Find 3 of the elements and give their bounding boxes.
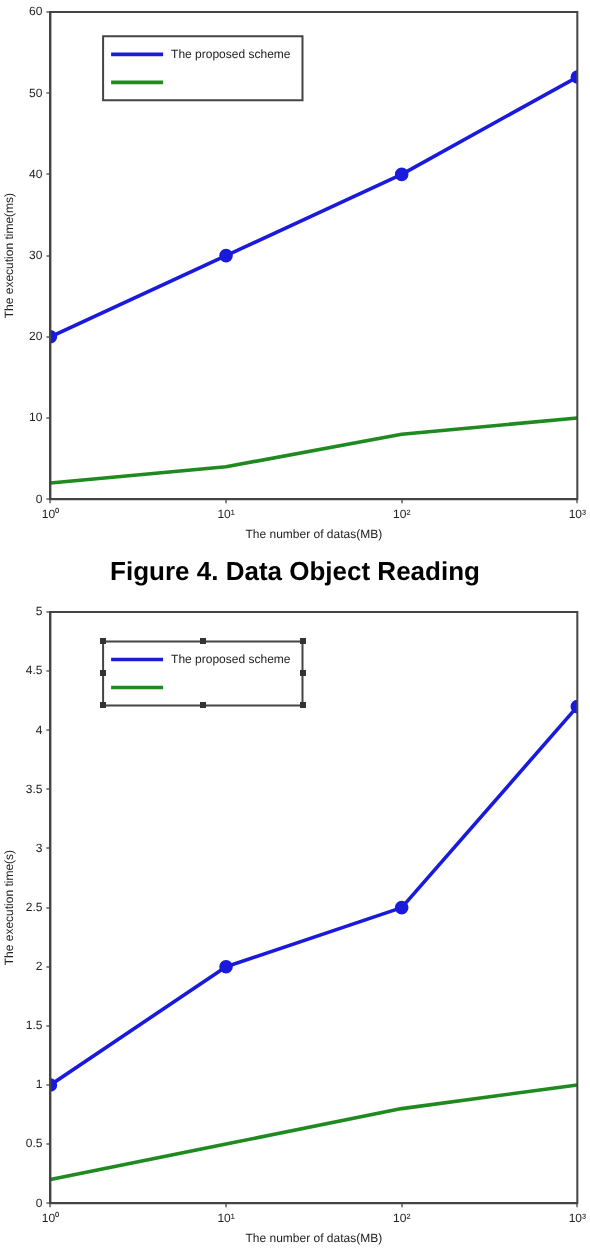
point bbox=[219, 248, 233, 263]
caption: Figure 4. Data Object Reading bbox=[108, 554, 482, 590]
point bbox=[219, 959, 233, 974]
